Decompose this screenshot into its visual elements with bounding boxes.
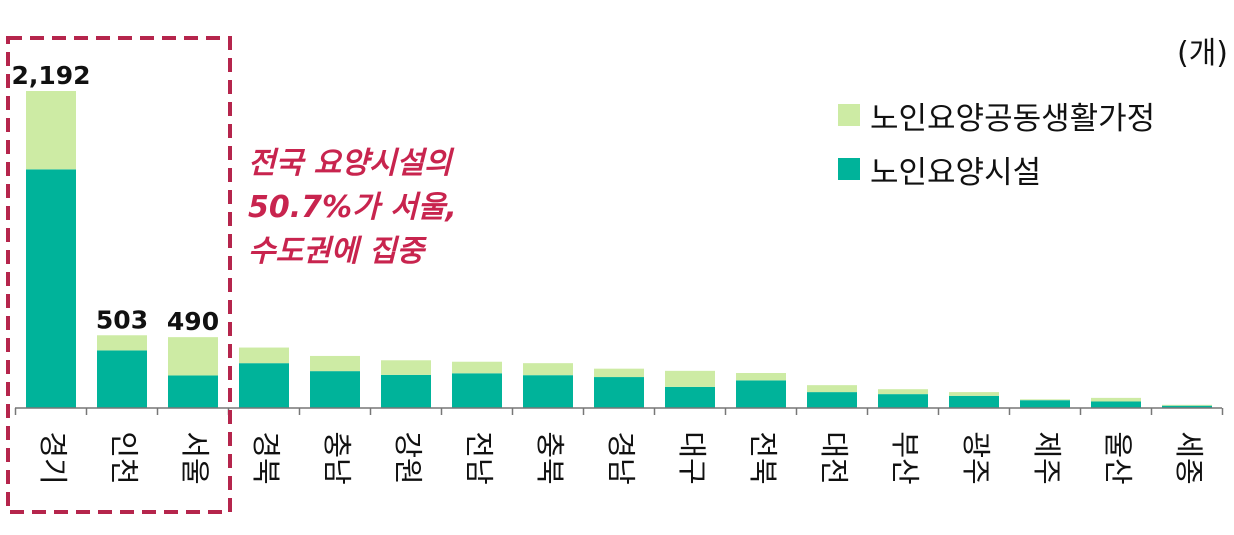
bar-segment-group-home xyxy=(381,360,431,375)
bar-segment-group-home xyxy=(949,392,999,396)
bar-segment-group-home xyxy=(26,91,76,170)
bar-segment-facility xyxy=(452,373,502,408)
x-axis xyxy=(14,407,1224,415)
legend-item-group-home: 노인요양공동생활가정 xyxy=(838,88,1155,142)
bar-segment-facility xyxy=(594,377,644,408)
bar-segment-group-home xyxy=(1020,399,1070,401)
bar-segment-facility xyxy=(97,350,147,408)
annotation-line-3: 수도권에 집중 xyxy=(248,234,425,269)
bar-segment-facility xyxy=(665,386,715,408)
x-tick-label: 제주 xyxy=(1030,431,1064,484)
bar-segment-facility xyxy=(381,374,431,408)
annotation-callout: 전국 요양시설의 50.7%가 서울, 수도권에 집중 xyxy=(248,142,457,274)
x-tick-label: 세종 xyxy=(1172,431,1206,484)
bar-segment-facility xyxy=(1020,400,1070,408)
x-tick-label: 대구 xyxy=(675,431,709,484)
bar-segment-group-home xyxy=(239,347,289,364)
bar-segment-group-home xyxy=(168,337,218,376)
x-tick-label: 경북 xyxy=(249,431,283,484)
bar-segment-group-home xyxy=(97,335,147,351)
bar-segment-group-home xyxy=(878,389,928,395)
x-tick-label: 서울 xyxy=(178,431,212,484)
legend-label-group-home: 노인요양공동생활가정 xyxy=(870,100,1156,137)
legend-label-facility: 노인요양시설 xyxy=(870,154,1042,191)
bar-segment-facility xyxy=(310,371,360,408)
data-label: 490 xyxy=(167,307,219,336)
unit-label: (개) xyxy=(1176,36,1228,71)
bar-segment-group-home xyxy=(807,385,857,393)
x-tick-label: 충북 xyxy=(533,431,567,484)
x-tick-label: 경남 xyxy=(604,431,638,484)
legend-swatch-facility xyxy=(838,158,860,180)
legend-swatch-group-home xyxy=(838,104,860,126)
x-tick-label: 전북 xyxy=(746,431,780,484)
x-tick-label: 울산 xyxy=(1101,431,1135,484)
bar-segment-group-home xyxy=(523,363,573,376)
bar-segment-facility xyxy=(878,394,928,408)
bar-segment-facility xyxy=(1162,405,1212,408)
x-tick-label: 광주 xyxy=(959,431,993,484)
bar-segment-facility xyxy=(949,395,999,408)
data-label: 503 xyxy=(96,305,148,334)
x-tick-label: 강원 xyxy=(391,431,425,484)
bar-segment-facility xyxy=(523,375,573,408)
bar-segment-facility xyxy=(239,363,289,408)
bar-segment-facility xyxy=(26,169,76,408)
bar-segment-facility xyxy=(736,380,786,408)
x-tick-label: 부산 xyxy=(888,431,922,484)
x-tick-label: 대전 xyxy=(817,431,851,484)
annotation-line-1: 전국 요양시설의 xyxy=(248,146,452,181)
highlight-box xyxy=(6,36,232,514)
bar-segment-group-home xyxy=(594,368,644,378)
bar-segment-group-home xyxy=(665,370,715,387)
bar-segment-facility xyxy=(807,392,857,408)
bars-group xyxy=(26,91,1212,408)
legend-item-facility: 노인요양시설 xyxy=(838,142,1155,196)
x-tick-label: 전남 xyxy=(462,431,496,484)
labels-group: 경기 인천 서울 경북 충남 강원 전남 충북 경남 대구 전북 대전 부산 광주 제주 울산 세종 2,192 5… xyxy=(11,61,1206,485)
x-tick-label: 인천 xyxy=(107,431,141,484)
bar-segment-facility xyxy=(168,375,218,408)
bar-segment-group-home xyxy=(1162,404,1212,406)
x-tick-label: 경기 xyxy=(36,431,70,484)
bar-segment-group-home xyxy=(452,361,502,374)
annotation-line-2: 50.7%가 서울, xyxy=(248,190,457,225)
x-tick-label: 충남 xyxy=(320,431,354,484)
bar-segment-group-home xyxy=(1091,397,1141,402)
bar-segment-group-home xyxy=(736,373,786,381)
legend: 노인요양공동생활가정 노인요양시설 xyxy=(838,88,1155,196)
data-label: 2,192 xyxy=(11,61,90,90)
bar-segment-group-home xyxy=(310,355,360,372)
bar-segment-facility xyxy=(1091,401,1141,408)
